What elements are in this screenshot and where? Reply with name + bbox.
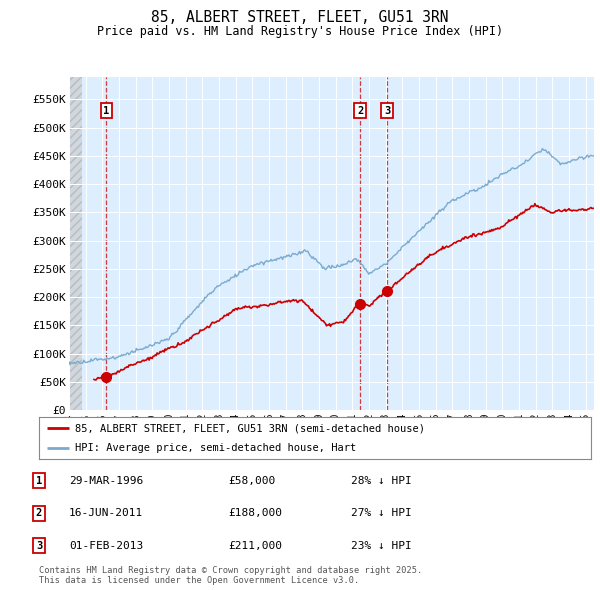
Text: 85, ALBERT STREET, FLEET, GU51 3RN (semi-detached house): 85, ALBERT STREET, FLEET, GU51 3RN (semi… [75,423,425,433]
Text: 23% ↓ HPI: 23% ↓ HPI [351,541,412,550]
Text: Price paid vs. HM Land Registry's House Price Index (HPI): Price paid vs. HM Land Registry's House … [97,25,503,38]
Text: £188,000: £188,000 [228,509,282,518]
Text: Contains HM Land Registry data © Crown copyright and database right 2025.
This d: Contains HM Land Registry data © Crown c… [39,566,422,585]
Text: 28% ↓ HPI: 28% ↓ HPI [351,476,412,486]
Text: 3: 3 [384,106,390,116]
Text: 01-FEB-2013: 01-FEB-2013 [69,541,143,550]
Text: 2: 2 [357,106,363,116]
Text: 1: 1 [103,106,109,116]
Text: 29-MAR-1996: 29-MAR-1996 [69,476,143,486]
Text: £58,000: £58,000 [228,476,275,486]
Text: HPI: Average price, semi-detached house, Hart: HPI: Average price, semi-detached house,… [75,442,356,453]
Text: 1: 1 [36,476,42,486]
Text: 2: 2 [36,509,42,518]
Bar [69,77,82,410]
Text: 27% ↓ HPI: 27% ↓ HPI [351,509,412,518]
Text: 85, ALBERT STREET, FLEET, GU51 3RN: 85, ALBERT STREET, FLEET, GU51 3RN [151,10,449,25]
Text: 3: 3 [36,541,42,550]
Text: 16-JUN-2011: 16-JUN-2011 [69,509,143,518]
Text: £211,000: £211,000 [228,541,282,550]
